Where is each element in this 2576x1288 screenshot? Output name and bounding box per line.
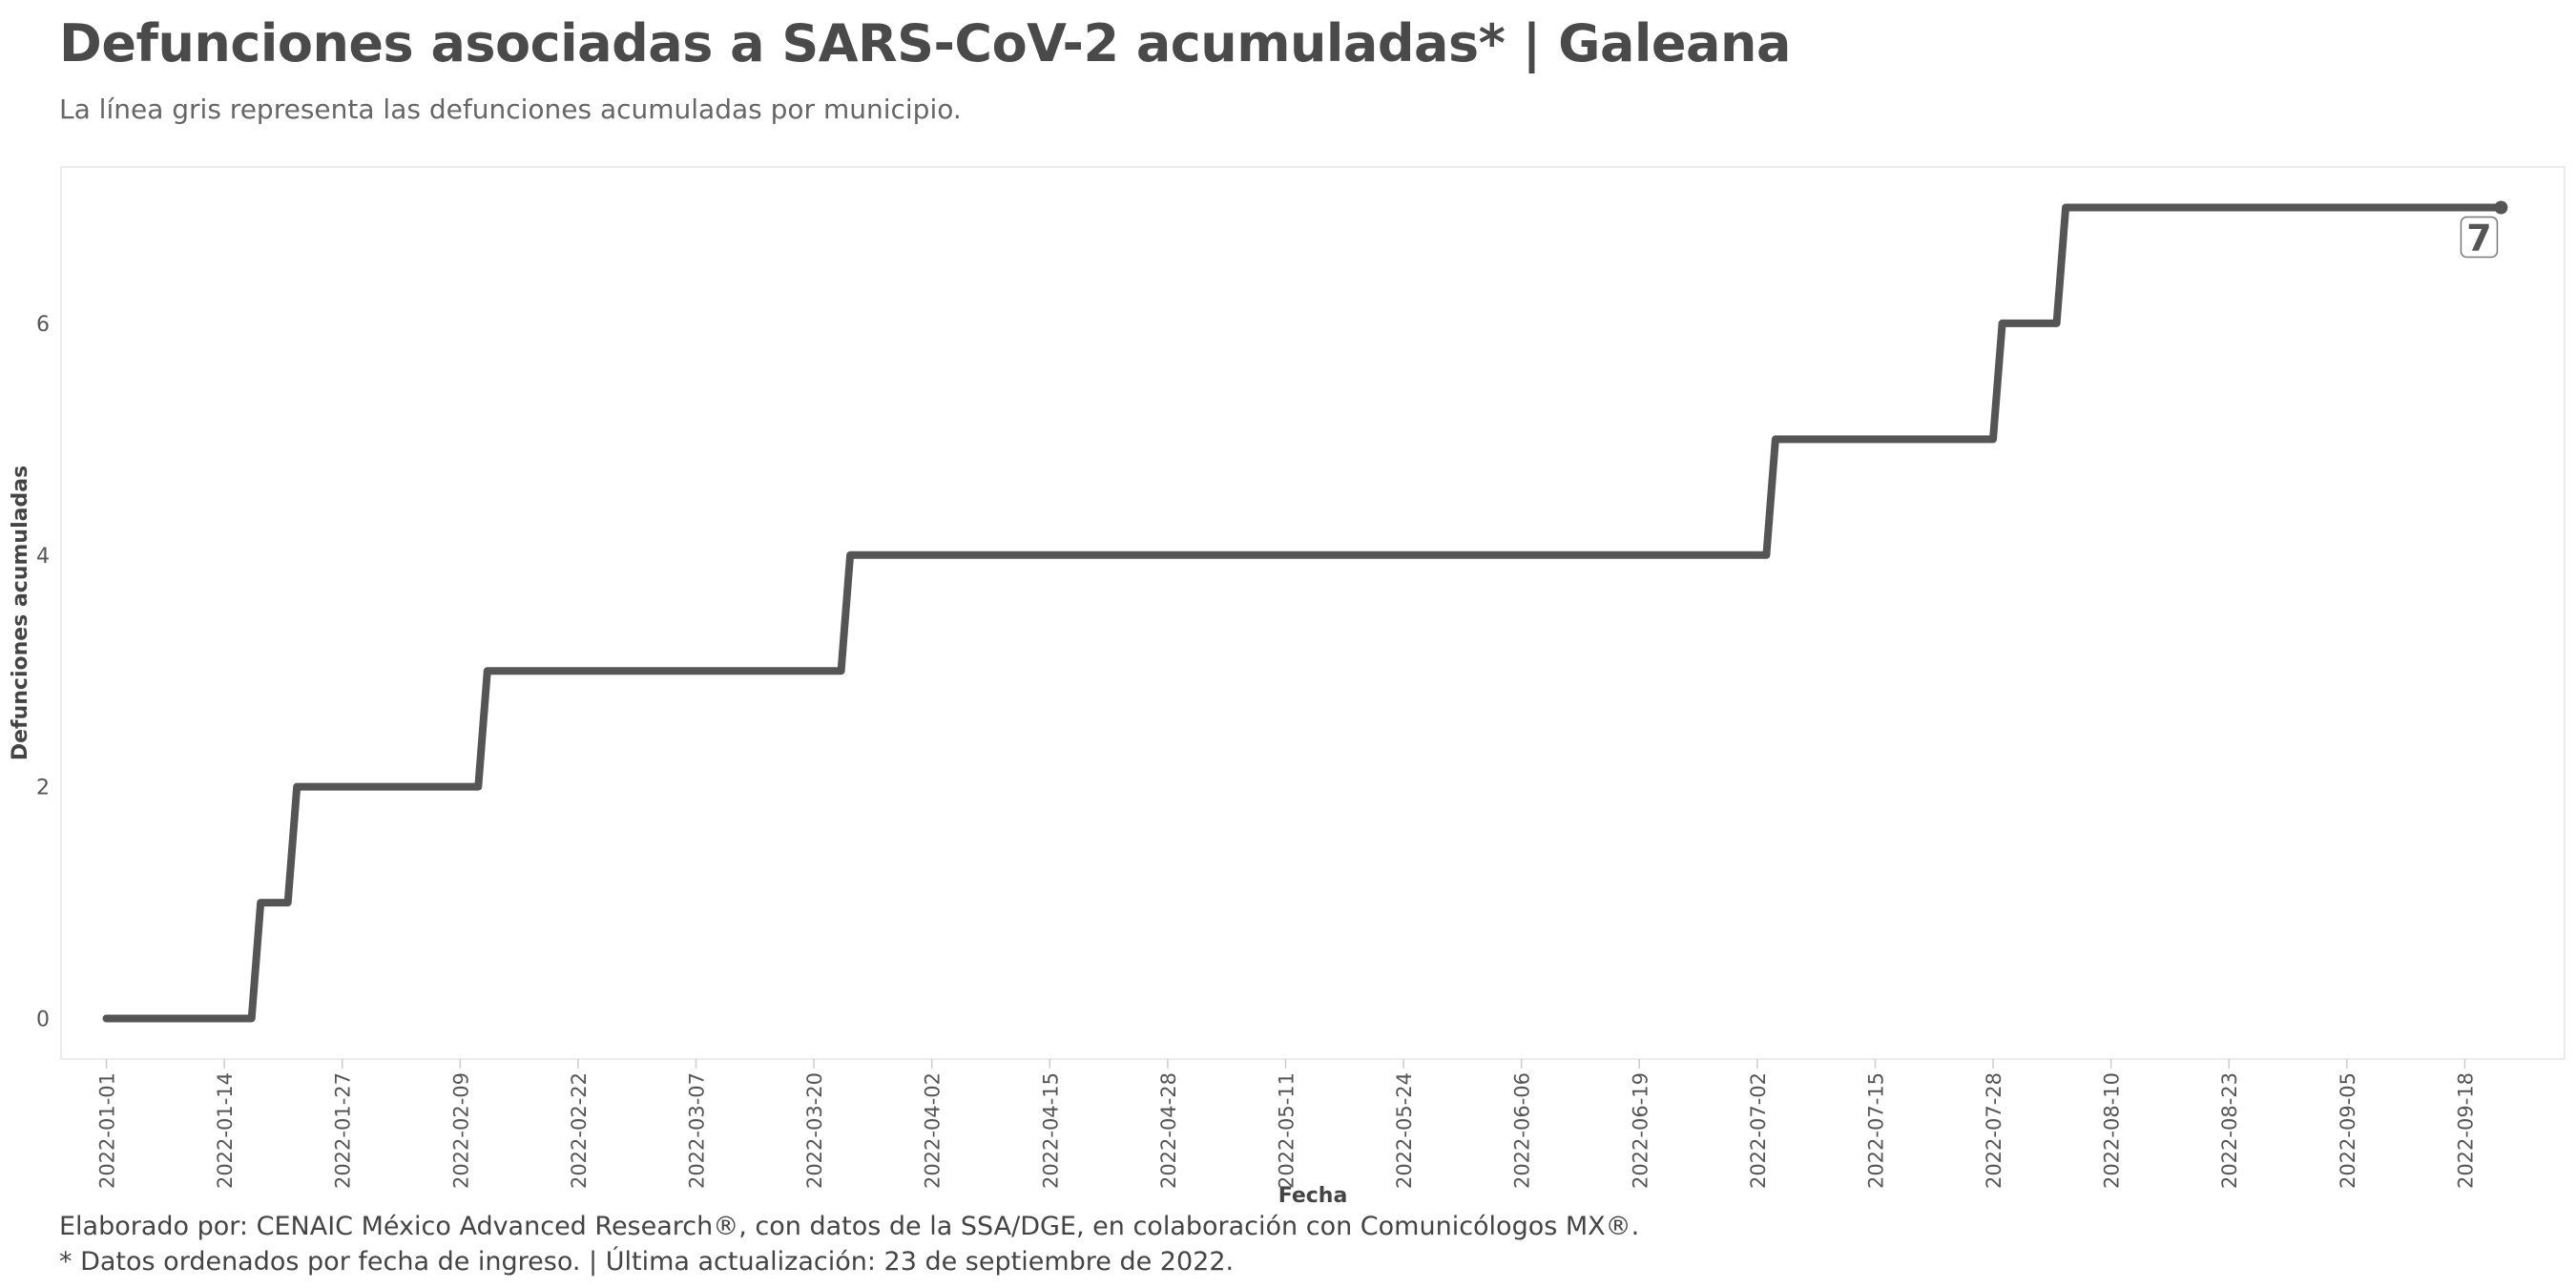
x-tick-label: 2022-06-19 (1629, 1072, 1652, 1189)
caption-line-note: * Datos ordenados por fecha de ingreso. … (59, 1247, 1235, 1277)
y-tick-label: 4 (36, 545, 50, 569)
x-tick-label: 2022-04-02 (922, 1072, 945, 1189)
x-tick-label: 2022-08-23 (2218, 1072, 2241, 1189)
series-line (102, 203, 2505, 1023)
x-tick-label: 2022-09-18 (2454, 1072, 2477, 1189)
end-value-label: 7 (2466, 218, 2491, 260)
x-tick-label: 2022-01-27 (332, 1072, 355, 1189)
x-tick-label: 2022-06-06 (1511, 1072, 1534, 1189)
x-tick-label: 2022-05-11 (1275, 1072, 1298, 1189)
x-tick-label: 2022-02-09 (449, 1072, 472, 1189)
x-tick-label: 2022-08-10 (2101, 1072, 2124, 1189)
x-tick-label: 2022-05-24 (1393, 1072, 1416, 1189)
caption: Elaborado por: CENAIC México Advanced Re… (59, 1209, 1639, 1279)
x-axis-ticks: 2022-01-01 2022-01-14 2022-01-27 2022-02-09… (96, 1059, 2477, 1189)
series-layer: 7 (102, 200, 2508, 1023)
end-value-label-box (2460, 216, 2499, 259)
x-tick-label: 2022-02-22 (568, 1072, 591, 1189)
y-tick-label: 2 (36, 777, 50, 800)
y-axis-ticks: 0 2 4 6 (36, 313, 50, 1032)
x-tick-label: 2022-03-07 (686, 1072, 709, 1189)
x-tick-label: 2022-03-20 (803, 1072, 826, 1189)
x-tick-label: 2022-07-15 (1864, 1072, 1887, 1189)
x-tick-label: 2022-07-02 (1747, 1072, 1770, 1189)
end-point-marker (2494, 200, 2508, 215)
chart-subtitle: La línea gris representa las defunciones… (59, 93, 962, 125)
x-tick-label: 2022-01-14 (214, 1072, 237, 1189)
plot-frame (60, 166, 2566, 1060)
x-tick-label: 2022-07-28 (1983, 1072, 2005, 1189)
x-axis-title: Fecha (1278, 1184, 1348, 1208)
caption-line-credits: Elaborado por: CENAIC México Advanced Re… (59, 1212, 1640, 1241)
x-tick-label: 2022-04-28 (1157, 1072, 1180, 1189)
x-tick-label: 2022-04-15 (1039, 1072, 1062, 1189)
y-axis-title: Defunciones acumuladas (9, 466, 32, 760)
x-tick-label: 2022-01-01 (96, 1072, 119, 1189)
x-tick-label: 2022-09-05 (2337, 1072, 2359, 1189)
y-tick-label: 0 (36, 1008, 50, 1032)
chart-title: Defunciones asociadas a SARS-CoV-2 acumu… (59, 13, 1791, 73)
y-tick-label: 6 (36, 313, 50, 337)
